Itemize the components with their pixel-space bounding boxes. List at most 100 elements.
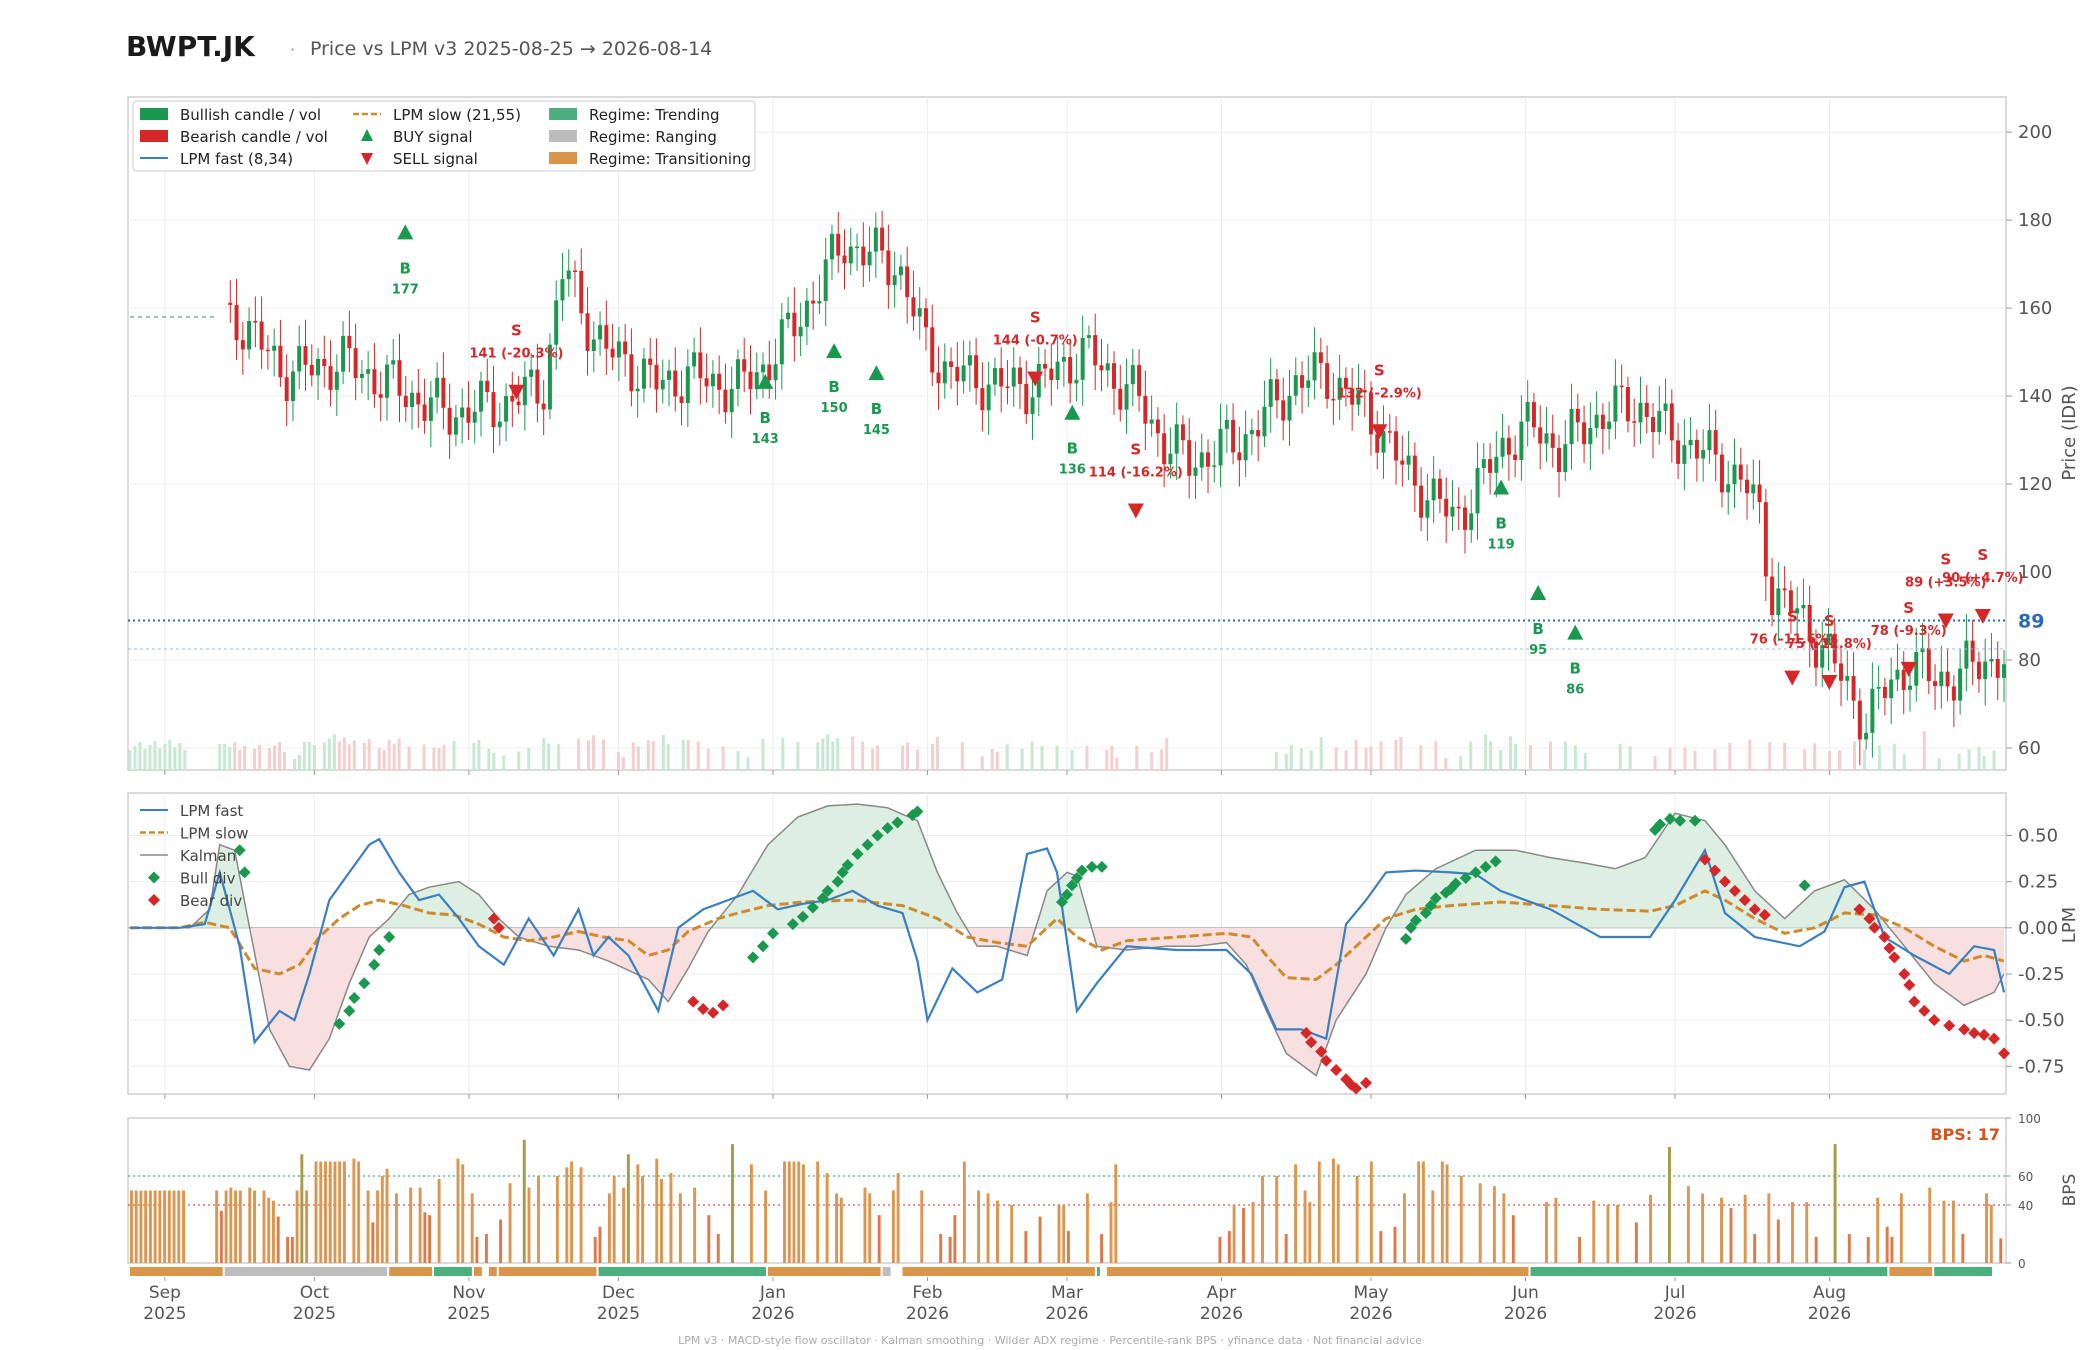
volume-bar [1484, 734, 1488, 770]
candle-body [1757, 484, 1762, 503]
sell-signal-letter: S [1130, 440, 1141, 458]
volume-bar [906, 742, 910, 770]
bps-bar [1057, 1205, 1061, 1263]
volume-bar [1419, 745, 1423, 770]
bps-bar [1544, 1202, 1548, 1263]
candle-body [359, 373, 364, 379]
bps-bar [352, 1158, 356, 1263]
bps-bar [1729, 1207, 1733, 1263]
legend-label: LPM fast [180, 802, 243, 820]
candle-body [453, 417, 458, 435]
volume-bar [347, 744, 351, 770]
candle-body [566, 270, 571, 280]
x-tick-month: Mar [1051, 1283, 1083, 1303]
volume-bar [158, 748, 162, 770]
volume-bar [601, 739, 605, 770]
x-tick-year: 2025 [293, 1304, 336, 1324]
volume-bar [382, 750, 386, 770]
sell-signal-marker [1900, 661, 1917, 677]
candle-body [290, 371, 295, 402]
candle-body [1206, 452, 1211, 467]
volume-bar [1344, 750, 1348, 770]
candle-body [560, 279, 565, 301]
candle-body [1350, 388, 1355, 405]
chart-subtitle: Price vs LPM v3 2025-08-25 → 2026-08-14 [310, 38, 713, 60]
bps-bar [986, 1193, 990, 1263]
bps-bar [1109, 1202, 1113, 1263]
volume-bar [517, 751, 521, 770]
candle-body [1293, 375, 1298, 396]
candle-body [1262, 406, 1267, 437]
candle-body [472, 411, 477, 423]
kalman-negative-fill [511, 927, 711, 1002]
bps-bar [319, 1161, 323, 1263]
candle-body [685, 366, 690, 404]
candle-body [598, 325, 603, 340]
buy-signal-letter: B [871, 400, 882, 418]
bps-bar [839, 1197, 843, 1263]
candle-body [347, 335, 352, 349]
bull-divergence-marker [1664, 812, 1677, 825]
bear-divergence-marker [1728, 884, 1741, 897]
price-tick-label: 80 [2018, 650, 2041, 671]
volume-bar [173, 747, 177, 770]
bull-divergence-marker [1404, 921, 1417, 934]
candle-body [704, 378, 709, 387]
legend-swatch [148, 894, 160, 906]
bps-bar [555, 1176, 559, 1263]
bps-bar [305, 1190, 309, 1263]
bps-bar [366, 1190, 370, 1263]
candle-body [403, 395, 408, 408]
bps-bar [1833, 1144, 1837, 1263]
bps-bar [1332, 1158, 1335, 1263]
volume-bar [1499, 750, 1503, 770]
bear-divergence-marker [1758, 908, 1771, 921]
candle-body [278, 345, 283, 378]
bps-bar [953, 1215, 957, 1263]
buy-signal-marker [397, 224, 414, 240]
legend-label: SELL signal [393, 150, 478, 168]
volume-bar [781, 737, 785, 770]
regime-band [224, 1267, 388, 1276]
volume-bar [1309, 750, 1313, 770]
candle-body [735, 359, 740, 389]
volume-bar [487, 748, 491, 770]
bps-bar [385, 1168, 389, 1263]
volume-bar [831, 741, 835, 770]
x-tick-month: Jul [1664, 1283, 1686, 1303]
candle-body [1851, 676, 1856, 701]
bps-bar [1554, 1197, 1558, 1263]
volume-bar [980, 756, 984, 770]
candle-body [942, 361, 947, 384]
candle-body [1625, 386, 1630, 422]
bps-bar [1767, 1193, 1771, 1263]
candle-body [265, 349, 270, 352]
bps-bar [939, 1234, 943, 1263]
lpm-fast-line [130, 837, 2006, 1045]
sell-signal-letter: S [1374, 361, 1385, 379]
candle-body [823, 259, 828, 302]
candle-body [992, 368, 997, 385]
bps-bar [167, 1190, 171, 1263]
candle-body [1375, 434, 1380, 453]
buy-signal-price: 119 [1488, 537, 1515, 552]
candle-body [923, 308, 928, 328]
sell-signal-marker [1127, 503, 1144, 519]
candle-body [1644, 402, 1649, 418]
volume-bar [327, 738, 331, 770]
bps-bar [868, 1193, 872, 1263]
candle-body [1569, 408, 1574, 445]
candle-body [2002, 664, 2006, 678]
buy-signal-marker [1064, 404, 1081, 420]
bps-bar [1038, 1216, 1042, 1263]
bps-bar [1890, 1236, 1894, 1263]
volume-bar [1364, 748, 1368, 770]
volume-bar [367, 739, 371, 770]
volume-bar [1957, 753, 1961, 770]
x-tick-month: Sep [149, 1283, 181, 1303]
price-tick-label: 200 [2018, 122, 2052, 143]
bps-bar [314, 1161, 318, 1263]
candle-body [1506, 437, 1511, 455]
bull-divergence-marker [1688, 814, 1701, 827]
candle-body [761, 364, 766, 373]
